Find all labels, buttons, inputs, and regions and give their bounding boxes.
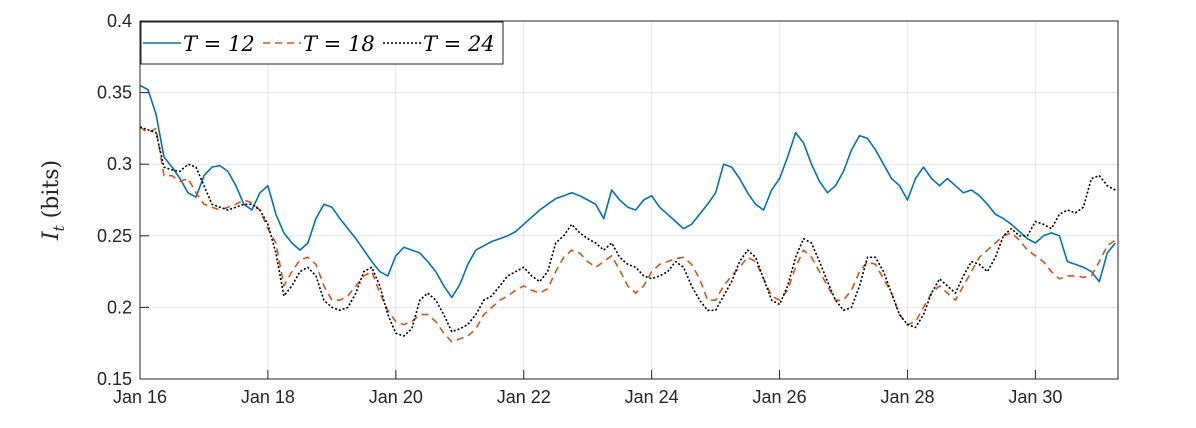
legend-label-3: T = 24 [423, 32, 495, 56]
legend: T = 12 T = 18 T = 24 [140, 21, 504, 65]
legend-box [140, 21, 504, 65]
legend-label-2: T = 18 [303, 32, 375, 56]
x-tick-label: Jan 26 [753, 387, 807, 407]
legend-label-1: T = 12 [183, 32, 255, 56]
plot-area [140, 21, 1118, 379]
y-axis-unit: (bits) [39, 160, 64, 225]
y-axis-title: It (bits) [39, 160, 68, 241]
y-tick-label: 0.3 [107, 154, 132, 174]
axis-ticks: Jan 16 Jan 18 Jan 20 Jan 22 Jan 24 Jan 26 Jan … [97, 11, 1062, 407]
series-layer [139, 84, 1116, 343]
y-axis-subscript: t [50, 224, 68, 231]
series-line-1 [139, 84, 1116, 299]
y-tick-label: 0.25 [97, 226, 132, 246]
x-tick-label: Jan 20 [369, 387, 423, 407]
series-line-2 [139, 126, 1116, 343]
y-tick-label: 0.2 [107, 297, 132, 317]
x-tick-label: Jan 24 [625, 387, 679, 407]
series-line-3 [139, 126, 1116, 337]
y-axis-symbol: I [39, 230, 64, 241]
x-tick-label: Jan 30 [1008, 387, 1062, 407]
x-tick-label: Jan 22 [497, 387, 551, 407]
plot-frame [139, 20, 1119, 380]
x-tick-label: Jan 28 [880, 387, 934, 407]
x-tick-label: Jan 16 [113, 387, 167, 407]
x-tick-label: Jan 18 [241, 387, 295, 407]
y-tick-label: 0.15 [97, 369, 132, 389]
y-tick-label: 0.35 [97, 83, 132, 103]
y-tick-label: 0.4 [107, 11, 132, 31]
